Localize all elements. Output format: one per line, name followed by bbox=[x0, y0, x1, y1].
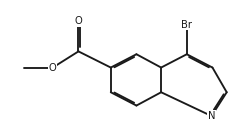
Text: N: N bbox=[207, 111, 214, 121]
Text: Br: Br bbox=[180, 20, 192, 30]
Text: O: O bbox=[49, 63, 56, 73]
Text: O: O bbox=[74, 16, 82, 26]
